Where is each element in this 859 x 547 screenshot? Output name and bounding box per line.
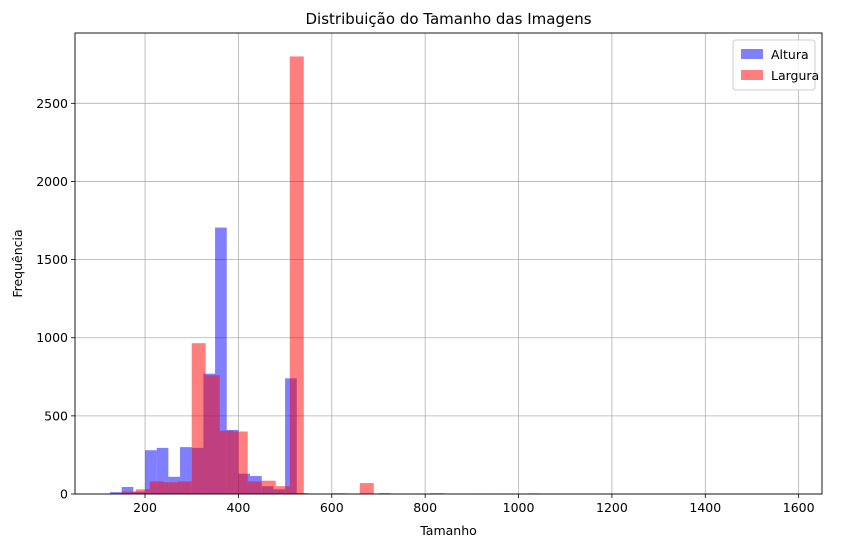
histogram-bar — [233, 431, 248, 494]
histogram-bar — [191, 343, 206, 494]
x-tick-label: 1200 — [596, 500, 628, 515]
histogram-bar — [135, 489, 150, 494]
histogram-bar — [219, 430, 234, 494]
y-axis-title: Frequência — [10, 229, 25, 297]
bars — [110, 56, 556, 495]
histogram-bar — [156, 447, 169, 494]
histogram-bar — [177, 481, 192, 494]
series-1-bars — [121, 56, 556, 495]
chart-title: Distribuição do Tamanho das Imagens — [305, 10, 591, 28]
series-0-bars — [110, 227, 449, 495]
grid — [75, 33, 822, 495]
y-tick-label: 0 — [60, 487, 68, 502]
y-tick-label: 2000 — [36, 174, 68, 189]
histogram-bar — [261, 480, 276, 494]
x-tick-label: 1600 — [783, 500, 815, 515]
x-tick-label: 800 — [413, 500, 437, 515]
histogram-bar — [247, 481, 262, 494]
plot-frame — [74, 32, 823, 495]
y-tick-label: 500 — [44, 408, 68, 423]
x-axis-ticks: 200 400 600 800 1000 1200 1400 1600 — [133, 494, 815, 515]
x-tick-label: 1000 — [503, 500, 535, 515]
legend-label: Largura — [771, 68, 819, 83]
histogram-bar — [149, 481, 164, 494]
y-tick-label: 1000 — [36, 330, 68, 345]
histogram-bar — [180, 447, 192, 494]
histogram-bar — [275, 486, 290, 494]
x-tick-label: 200 — [133, 500, 157, 515]
legend-swatch — [741, 49, 763, 59]
histogram-bar — [289, 56, 304, 495]
histogram-bar — [359, 483, 374, 494]
x-axis-title: Tamanho — [419, 523, 477, 538]
x-tick-label: 400 — [226, 500, 250, 515]
histogram-bar — [145, 450, 157, 494]
histogram-bar — [121, 486, 134, 494]
histogram-bar — [163, 482, 178, 494]
legend-label: Altura — [771, 47, 809, 62]
histogram-bar — [110, 492, 122, 494]
x-tick-label: 600 — [320, 500, 344, 515]
y-axis-ticks: 0 500 1000 1500 2000 2500 — [36, 96, 75, 502]
histogram-bar — [215, 227, 227, 495]
histogram-bar — [121, 491, 136, 494]
x-tick-label: 1400 — [689, 500, 721, 515]
legend: Altura Largura — [732, 39, 819, 91]
y-tick-label: 1500 — [36, 252, 68, 267]
legend-swatch — [741, 70, 763, 80]
y-tick-label: 2500 — [36, 96, 68, 111]
histogram-bar — [205, 375, 220, 494]
